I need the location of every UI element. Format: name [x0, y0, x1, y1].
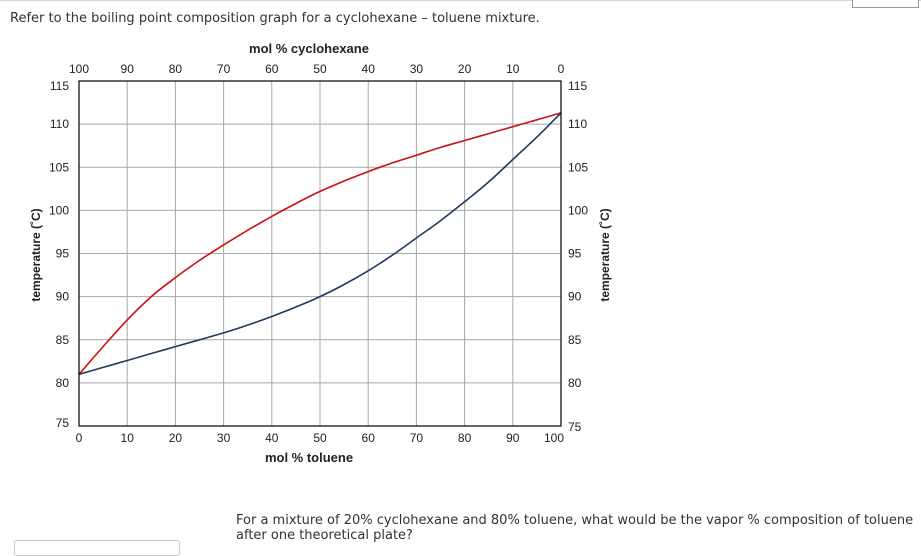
- y-tick-label-left: 95: [56, 247, 70, 261]
- x-tick-label: 90: [506, 431, 520, 445]
- right-tick-labels: 75 80 85 90 95 100 105 110 115: [568, 79, 588, 434]
- top-tick-label: 80: [169, 62, 183, 76]
- left-tick-labels: 75 80 85 90 95 100 105 110 115: [49, 79, 69, 430]
- x-tick-label: 0: [76, 431, 83, 445]
- x-tick-label: 30: [217, 431, 231, 445]
- y-tick-label-left: 75: [56, 416, 70, 430]
- y-tick-label-right: 85: [568, 333, 582, 347]
- y-tick-label-right: 90: [568, 290, 582, 304]
- top-tick-label: 70: [217, 62, 231, 76]
- y-tick-label-right: 110: [568, 117, 587, 131]
- corner-widget[interactable]: [852, 0, 919, 8]
- y-tick-label-right: 100: [568, 203, 588, 217]
- vapor-curve: [78, 112, 562, 375]
- y-tick-label-right: 115: [568, 79, 587, 93]
- x-tick-label: 60: [362, 431, 376, 445]
- question-prompt-text: For a mixture of 20% cyclohexane and 80%…: [236, 513, 914, 543]
- y-tick-label-right: 95: [568, 247, 582, 261]
- top-tick-label: 90: [121, 62, 135, 76]
- top-tick-label: 100: [69, 62, 89, 76]
- y-tick-label-left: 85: [56, 333, 70, 347]
- top-tick-label: 50: [313, 62, 327, 76]
- y-tick-label-left: 80: [56, 376, 70, 390]
- x-tick-label: 50: [313, 431, 327, 445]
- y-tick-label-left: 110: [50, 117, 69, 131]
- x-tick-label: 40: [265, 431, 279, 445]
- top-divider: [0, 0, 921, 1]
- top-tick-label: 40: [362, 62, 376, 76]
- y-tick-label-left: 90: [56, 290, 70, 304]
- top-axis-label: mol % cyclohexane: [249, 41, 369, 56]
- x-tick-label: 70: [410, 431, 424, 445]
- y-tick-label-right: 105: [568, 160, 588, 174]
- series-layer: [78, 112, 562, 376]
- y-tick-label-left: 100: [49, 203, 69, 217]
- x-tick-label: 20: [169, 431, 183, 445]
- bottom-tick-labels: 0 10 20 30 40 50 60 70 80 90 100: [76, 431, 565, 445]
- top-tick-label: 60: [265, 62, 279, 76]
- y-tick-label-left: 105: [49, 160, 69, 174]
- top-tick-labels: 100 90 80 70 60 50 40 30 20 10 0: [69, 62, 565, 76]
- y-tick-label-right: 75: [568, 420, 582, 434]
- plot-frame: [78, 80, 562, 427]
- answer-input[interactable]: [14, 540, 180, 556]
- left-axis-label: temperature (˚C): [29, 208, 43, 301]
- top-tick-label: 0: [558, 62, 565, 76]
- x-tick-label: 100: [544, 431, 564, 445]
- top-tick-label: 20: [458, 62, 472, 76]
- y-tick-label-left: 115: [50, 79, 69, 93]
- right-axis-label: temperature (˚C): [598, 208, 612, 301]
- liquid-curve: [78, 112, 562, 376]
- top-tick-label: 30: [410, 62, 424, 76]
- bottom-axis-label: mol % toluene: [265, 450, 353, 465]
- question-intro-text: Refer to the boiling point composition g…: [10, 11, 540, 26]
- x-tick-label: 80: [458, 431, 472, 445]
- y-tick-label-right: 80: [568, 376, 582, 390]
- top-tick-label: 10: [506, 62, 520, 76]
- x-tick-label: 10: [121, 431, 135, 445]
